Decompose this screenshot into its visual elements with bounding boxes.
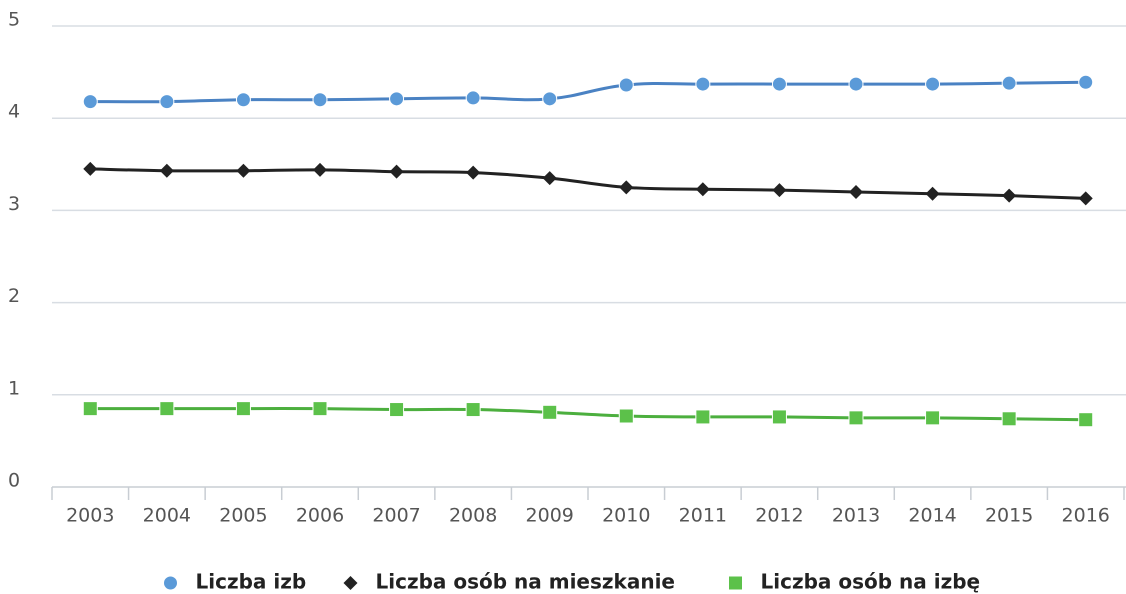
marker — [159, 163, 174, 178]
marker — [542, 171, 557, 186]
legend-marker — [343, 576, 358, 590]
series-line — [90, 167, 1086, 200]
marker — [389, 164, 404, 179]
marker — [159, 401, 175, 417]
marker — [1078, 412, 1094, 428]
marker — [465, 90, 481, 106]
marker — [542, 91, 558, 107]
marker — [925, 76, 941, 92]
marker — [1001, 411, 1017, 427]
marker — [465, 402, 481, 418]
marker — [695, 182, 710, 197]
marker — [849, 184, 863, 199]
x-tick-label: 2007 — [372, 505, 420, 527]
x-tick-label: 2004 — [143, 505, 191, 527]
marker — [925, 410, 941, 426]
marker — [82, 94, 98, 110]
x-tick-label: 2014 — [908, 505, 956, 527]
x-tick-label: 2011 — [679, 505, 727, 527]
marker — [695, 409, 711, 425]
marker — [389, 402, 405, 418]
x-tick-label: 2003 — [66, 505, 114, 527]
marker — [82, 401, 98, 417]
marker — [313, 162, 327, 177]
y-tick-label: 1 — [8, 377, 20, 399]
x-tick-label: 2005 — [219, 505, 267, 527]
marker — [235, 92, 251, 108]
legend-label: Liczba osób na mieszkanie — [376, 570, 676, 594]
y-tick-label: 0 — [8, 470, 20, 492]
marker — [695, 76, 711, 92]
x-tick-label: 2013 — [832, 505, 880, 527]
x-tick-label: 2012 — [755, 505, 803, 527]
x-tick-label: 2016 — [1062, 505, 1110, 527]
y-tick-label: 5 — [8, 9, 20, 31]
x-tick-label: 2008 — [449, 505, 497, 527]
marker — [235, 401, 251, 417]
marker — [236, 163, 251, 178]
marker — [389, 91, 405, 107]
marker — [771, 409, 787, 425]
marker — [848, 76, 864, 92]
legend-marker — [163, 575, 178, 591]
marker — [1001, 75, 1017, 91]
marker — [83, 161, 98, 176]
marker — [772, 183, 787, 198]
marker — [618, 408, 634, 424]
x-tick-label: 2006 — [296, 505, 344, 527]
series-line — [90, 407, 1086, 422]
marker — [771, 76, 787, 92]
x-tick-label: 2009 — [526, 505, 574, 527]
x-tick-label: 2015 — [985, 505, 1033, 527]
marker — [619, 180, 634, 195]
marker — [312, 92, 328, 108]
marker — [159, 94, 175, 110]
x-tick-label: 2010 — [602, 505, 650, 527]
marker — [466, 165, 481, 180]
y-tick-label: 3 — [8, 193, 20, 215]
marker — [618, 77, 634, 93]
y-tick-label: 2 — [8, 285, 20, 307]
legend-marker — [728, 575, 743, 591]
legend-label: Liczba izb — [196, 570, 307, 594]
marker — [925, 186, 940, 201]
marker — [312, 401, 328, 417]
legend-label: Liczba osób na izbę — [761, 570, 981, 594]
y-tick-label: 4 — [8, 101, 20, 123]
marker — [1078, 74, 1094, 90]
marker — [1002, 188, 1017, 203]
series-line — [90, 80, 1086, 104]
marker — [542, 404, 558, 420]
marker — [848, 410, 864, 426]
marker — [1078, 191, 1093, 206]
